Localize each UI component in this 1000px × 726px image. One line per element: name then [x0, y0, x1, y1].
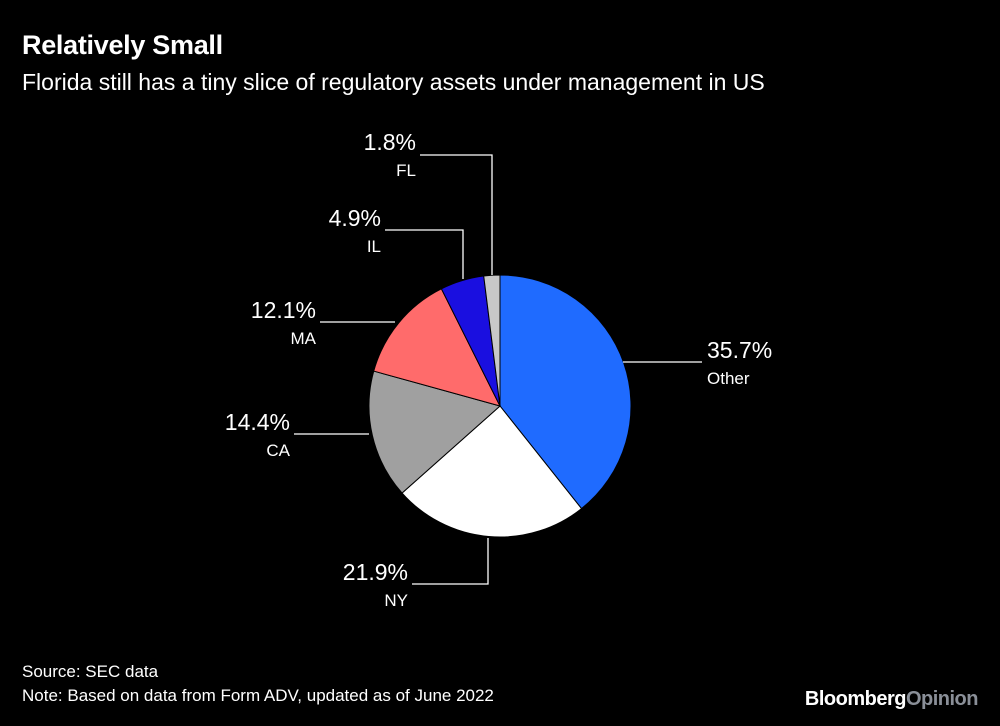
- leader-line-fl: [420, 154, 493, 275]
- chart-title: Relatively Small: [22, 30, 223, 60]
- pie-slices: [368, 274, 632, 538]
- pie-slice-fl: [483, 274, 501, 407]
- slice-name-ny: NY: [384, 591, 408, 610]
- slice-name-il: IL: [367, 237, 381, 256]
- pie-slice-ny: [401, 405, 583, 538]
- slice-labels: 35.7% Other 21.9% NY 14.4% CA 12.1% MA 4.9% IL 1.8…: [225, 129, 772, 610]
- chart-subtitle: Florida still has a tiny slice of regula…: [22, 69, 765, 95]
- slice-name-fl: FL: [396, 161, 416, 180]
- leader-line-il: [385, 229, 464, 279]
- brand-secondary: Opinion: [905, 688, 979, 710]
- slice-name-ca: CA: [266, 441, 290, 460]
- slice-value-ma: 12.1%: [251, 297, 316, 323]
- slice-value-ca: 14.4%: [225, 409, 290, 435]
- source-note: Source: SEC data: [22, 662, 159, 681]
- slice-value-other: 35.7%: [707, 337, 772, 363]
- slice-name-ma: MA: [291, 329, 317, 348]
- leader-lines: [294, 154, 702, 585]
- brand-primary: Bloomberg: [804, 688, 907, 710]
- leader-line-ny: [412, 538, 489, 585]
- brand-logo: BloombergOpinion: [804, 688, 979, 711]
- footnote: Note: Based on data from Form ADV, updat…: [22, 686, 494, 705]
- slice-value-il: 4.9%: [329, 205, 381, 231]
- slice-name-other: Other: [707, 369, 750, 388]
- slice-value-fl: 1.8%: [364, 129, 416, 155]
- pie-slice-other: [499, 274, 632, 510]
- pie-slice-ma: [373, 288, 501, 407]
- slice-value-ny: 21.9%: [343, 559, 408, 585]
- pie-slice-ca: [368, 370, 502, 494]
